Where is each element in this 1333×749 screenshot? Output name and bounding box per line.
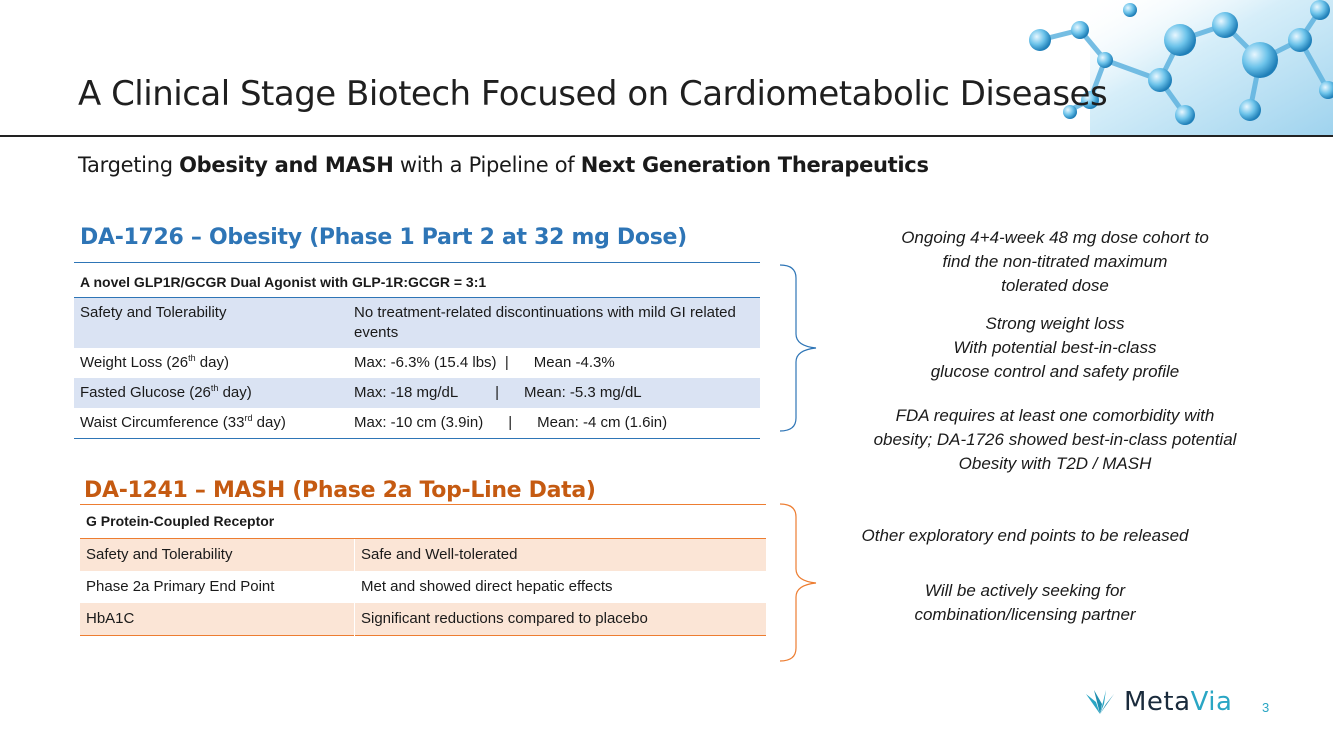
note-line: Will be actively seeking for [924,581,1126,600]
note-line: combination/licensing partner [914,605,1136,624]
note-cohort: Ongoing 4+4-week 48 mg dose cohort to fi… [830,226,1280,298]
table-row: Waist Circumference (33rd day) Max: -10 … [74,408,760,439]
page-subtitle: Targeting Obesity and MASH with a Pipeli… [78,153,929,177]
note-fda: FDA requires at least one comorbidity wi… [830,404,1280,476]
subtitle-bold1: Obesity and MASH [179,153,394,177]
leaf-icon [1086,690,1114,714]
row-label: Waist Circumference (33rd day) [74,408,348,439]
row-label: Phase 2a Primary End Point [80,571,355,603]
row-value: Significant reductions compared to place… [361,610,648,627]
note-line: obesity; DA-1726 showed best-in-class po… [873,430,1237,449]
section2-table-header: G Protein-Coupled Receptor [80,504,766,539]
table-row: Weight Loss (26th day) Max: -6.3% (15.4 … [74,348,760,378]
row-label: HbA1C [80,603,355,636]
section2-table: G Protein-Coupled Receptor Safety and To… [80,504,766,636]
logo-meta: Meta [1124,687,1191,717]
table-row: HbA1C Significant reductions compared to… [80,603,766,636]
row-value: Safe and Well-tolerated [361,546,518,563]
row-value: Max: -10 cm (3.9in) | Mean: -4 cm (1.6in… [354,414,668,431]
row-label: Safety and Tolerability [80,304,227,321]
section2-brace [779,503,817,662]
label-sup: rd [244,413,253,423]
note-exploratory: Other exploratory end points to be relea… [800,524,1250,548]
section1-title: DA-1726 – Obesity (Phase 1 Part 2 at 32 … [80,225,687,250]
note-line: glucose control and safety profile [930,362,1180,381]
note-partner: Will be actively seeking for combination… [800,579,1250,627]
section1-table-header: A novel GLP1R/GCGR Dual Agonist with GLP… [74,262,760,298]
note-weight-loss: Strong weight loss With potential best-i… [830,312,1280,384]
note-line: tolerated dose [1001,276,1109,295]
table-row: Safety and Tolerability Safe and Well-to… [80,538,766,571]
row-value: Max: -6.3% (15.4 lbs) | Mean -4.3% [354,354,615,371]
row-value: Max: -18 mg/dL | Mean: -5.3 mg/dL [354,384,642,401]
section1-brace [779,264,817,432]
note-line: Other exploratory end points to be relea… [861,526,1189,545]
note-line: Strong weight loss [985,314,1125,333]
note-line: find the non-titrated maximum [942,252,1168,271]
label-sup: th [210,383,219,393]
logo-via: Via [1190,687,1233,717]
row-label: Weight Loss (26th day) [74,348,348,378]
row-label: Fasted Glucose (26th day) [74,378,348,408]
row-value: No treatment-related discontinuations wi… [354,304,736,341]
page-number: 3 [1262,700,1270,715]
title-divider [0,135,1333,137]
label-text: day) [218,384,252,401]
label-text: Fasted Glucose (26 [80,384,211,401]
subtitle-bold2: Next Generation Therapeutics [580,153,929,177]
subtitle-part1: Targeting [78,153,180,177]
note-line: Obesity with T2D / MASH [958,454,1152,473]
molecule-image [1029,0,1333,135]
row-label: Safety and Tolerability [80,538,355,571]
section2-title: DA-1241 – MASH (Phase 2a Top-Line Data) [84,478,596,503]
note-line: With potential best-in-class [953,338,1157,357]
note-line: Ongoing 4+4-week 48 mg dose cohort to [901,228,1209,247]
page-title: A Clinical Stage Biotech Focused on Card… [78,74,1108,114]
table-row: Phase 2a Primary End Point Met and showe… [80,571,766,603]
label-text: day) [252,414,286,431]
label-text: Weight Loss (26 [80,354,189,371]
table-row: Fasted Glucose (26th day) Max: -18 mg/dL… [74,378,760,408]
table-row: Safety and Tolerability No treatment-rel… [74,297,760,348]
label-text: day) [195,354,229,371]
logo-wordmark: MetaVia [1124,687,1232,717]
label-text: Waist Circumference (33 [80,414,245,431]
subtitle-part2: with a Pipeline of [393,153,581,177]
section1-table: A novel GLP1R/GCGR Dual Agonist with GLP… [74,262,760,439]
label-sup: th [188,353,196,363]
metavia-logo: MetaVia [1082,687,1232,717]
row-value: Met and showed direct hepatic effects [361,578,613,595]
note-line: FDA requires at least one comorbidity wi… [895,406,1215,425]
